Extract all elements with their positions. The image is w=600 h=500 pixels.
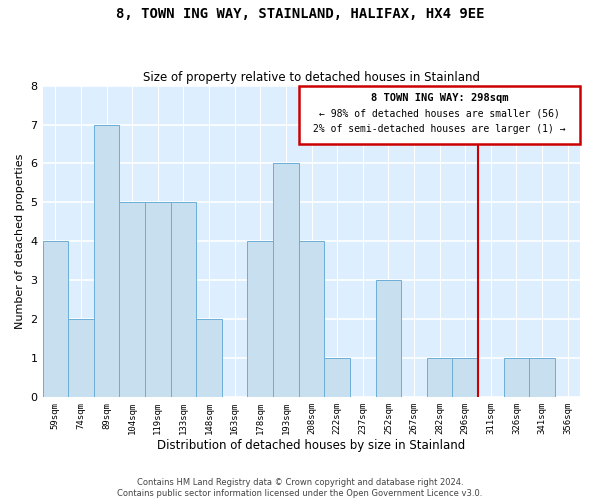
Bar (299, 242, 325, 397)
Bar (247, 242, 273, 397)
Bar (452, 358, 478, 397)
Title: Size of property relative to detached houses in Stainland: Size of property relative to detached ho… (143, 72, 480, 85)
Bar (529, 358, 555, 397)
Bar (43, 242, 68, 397)
Bar (68, 319, 94, 397)
Bar (170, 202, 196, 397)
Text: 2% of semi-detached houses are larger (1) →: 2% of semi-detached houses are larger (1… (313, 124, 566, 134)
Text: 8, TOWN ING WAY, STAINLAND, HALIFAX, HX4 9EE: 8, TOWN ING WAY, STAINLAND, HALIFAX, HX4… (116, 8, 484, 22)
Y-axis label: Number of detached properties: Number of detached properties (15, 154, 25, 329)
FancyBboxPatch shape (299, 86, 580, 144)
Bar (196, 319, 222, 397)
Bar (503, 358, 529, 397)
Bar (376, 280, 401, 397)
Text: Contains HM Land Registry data © Crown copyright and database right 2024.
Contai: Contains HM Land Registry data © Crown c… (118, 478, 482, 498)
Bar (427, 358, 452, 397)
Bar (145, 202, 170, 397)
Bar (119, 202, 145, 397)
Text: 8 TOWN ING WAY: 298sqm: 8 TOWN ING WAY: 298sqm (371, 93, 508, 103)
X-axis label: Distribution of detached houses by size in Stainland: Distribution of detached houses by size … (157, 440, 466, 452)
Bar (94, 124, 119, 397)
Bar (325, 358, 350, 397)
Text: ← 98% of detached houses are smaller (56): ← 98% of detached houses are smaller (56… (319, 108, 560, 118)
Bar (273, 164, 299, 397)
